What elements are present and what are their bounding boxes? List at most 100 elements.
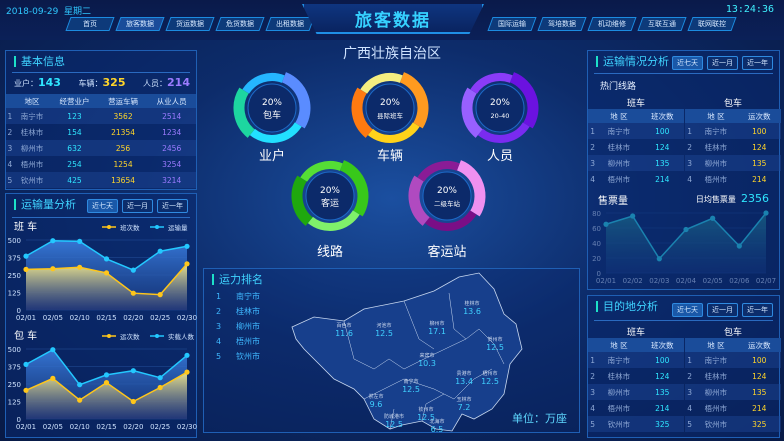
- table-row[interactable]: 3 柳州市 135: [588, 384, 684, 400]
- table-row[interactable]: 2 桂林市 124: [685, 139, 781, 155]
- transport-panel: 运输情况分析 近七天 近一月 近一年 热门线路 班车 包车 地 区班次数 1 南宁市 10…: [587, 50, 781, 290]
- x-tick-label: 02/05: [43, 314, 63, 322]
- table-cell: 梧州市: [704, 403, 728, 413]
- legend-label: 运次数: [120, 332, 140, 341]
- table-row[interactable]: 1 南宁市 100: [685, 352, 781, 368]
- y-tick-label: 500: [8, 346, 21, 354]
- rank-item[interactable]: 3 柳州市: [216, 321, 260, 336]
- btn-7days[interactable]: 近七天: [87, 199, 118, 213]
- btn-month[interactable]: 近一月: [707, 56, 738, 70]
- stat-value: 325: [102, 76, 126, 89]
- table-cell: 南宁市: [694, 123, 738, 139]
- btn-7days[interactable]: 近七天: [672, 56, 703, 70]
- weekday: 星期二: [64, 7, 92, 17]
- map-border: [403, 300, 435, 350]
- table-cell: 5: [6, 172, 14, 188]
- btn-month[interactable]: 近一月: [707, 303, 738, 317]
- rank-city: 钦州市: [236, 352, 260, 361]
- table-row[interactable]: 3 柳州市 135: [685, 384, 781, 400]
- table-row[interactable]: 5 钦州市 425 13654 3214: [6, 172, 196, 188]
- city-name: 崇左市: [368, 393, 383, 400]
- table-row[interactable]: 3 柳州市 632 256 2456: [6, 140, 196, 156]
- table-row[interactable]: 2 桂林市 124: [588, 368, 684, 384]
- table-cell: 135: [737, 384, 781, 400]
- table-cell: 桂林市: [704, 371, 728, 381]
- data-point: [77, 264, 83, 270]
- table-row[interactable]: 2 桂林市 154 21354 1234: [6, 124, 196, 140]
- rank-item[interactable]: 4 梧州市: [216, 336, 260, 351]
- column-header: 地 区: [597, 338, 641, 352]
- data-point: [130, 398, 136, 405]
- column-header: 营运车辆: [98, 94, 148, 108]
- table-row[interactable]: 1 南宁市 100: [588, 123, 684, 139]
- table-cell: 4: [687, 403, 692, 413]
- btn-year[interactable]: 近一年: [157, 199, 188, 213]
- series-area: [26, 372, 187, 419]
- btn-year[interactable]: 近一年: [742, 56, 773, 70]
- stat-label: 人员：: [143, 79, 168, 88]
- city-value: 11.6: [335, 329, 353, 338]
- table-row[interactable]: 1 南宁市 123 3562 2514: [6, 108, 196, 124]
- city-name: 柳州市: [429, 320, 444, 327]
- table-row[interactable]: 4 梧州市 214: [685, 400, 781, 416]
- table-row[interactable]: 2 桂林市 124: [588, 139, 684, 155]
- donut-percent: 20%: [262, 98, 282, 108]
- table-cell: 梧州市: [607, 174, 631, 184]
- table-row[interactable]: 4 梧州市 254 1254 3254: [6, 156, 196, 172]
- donut-sub-label: 县际班车: [377, 111, 404, 120]
- stat-vehicles: 车辆：325: [79, 76, 126, 89]
- table-cell: 214: [752, 403, 767, 413]
- donut-segment: [461, 87, 483, 138]
- table-row[interactable]: 4 梧州市 214: [588, 171, 684, 187]
- rank-item[interactable]: 1 南宁市: [216, 291, 260, 306]
- table-row[interactable]: 3 柳州市 135: [685, 155, 781, 171]
- table-cell: 632: [50, 140, 99, 156]
- table-row[interactable]: 5 钦州市 325: [588, 416, 684, 432]
- table-cell: 21354: [111, 127, 135, 137]
- divider: [12, 72, 190, 73]
- table-cell: 254: [67, 159, 82, 169]
- table-row[interactable]: 4 梧州市 214: [685, 171, 781, 187]
- table-row[interactable]: 4 梧州市 214: [588, 400, 684, 416]
- btn-7days[interactable]: 近七天: [672, 303, 703, 317]
- table-row[interactable]: 3 柳州市 135: [588, 155, 684, 171]
- donut-sub-label: 包车: [263, 109, 281, 121]
- table-cell: 1: [588, 352, 598, 368]
- table-row[interactable]: 2 桂林市 124: [685, 368, 781, 384]
- donut-label: 线路: [317, 244, 343, 260]
- table-row[interactable]: 1 南宁市 100: [588, 352, 684, 368]
- rank-number: 5: [216, 352, 222, 361]
- btn-year[interactable]: 近一年: [742, 303, 773, 317]
- table-cell: 柳州市: [597, 384, 641, 400]
- table-row[interactable]: 1 南宁市 100: [685, 123, 781, 139]
- table-cell: 3214: [147, 172, 196, 188]
- table-row[interactable]: 5 钦州市 325: [685, 416, 781, 432]
- btn-month[interactable]: 近一月: [122, 199, 153, 213]
- date-display: 2018-09-29 星期二: [6, 4, 91, 17]
- rank-item[interactable]: 2 桂林市: [216, 306, 260, 321]
- rank-item[interactable]: 5 钦州市: [216, 351, 260, 366]
- rank-city: 柳州市: [236, 322, 260, 331]
- x-tick-label: 02/20: [123, 314, 143, 322]
- panel-title: 运输情况分析: [596, 56, 669, 67]
- x-tick-label: 02/25: [150, 314, 170, 322]
- donut-center: [422, 171, 472, 221]
- data-point: [103, 256, 110, 262]
- donut-percent: 20%: [437, 186, 457, 196]
- table-header: 地 区班次数: [588, 338, 684, 352]
